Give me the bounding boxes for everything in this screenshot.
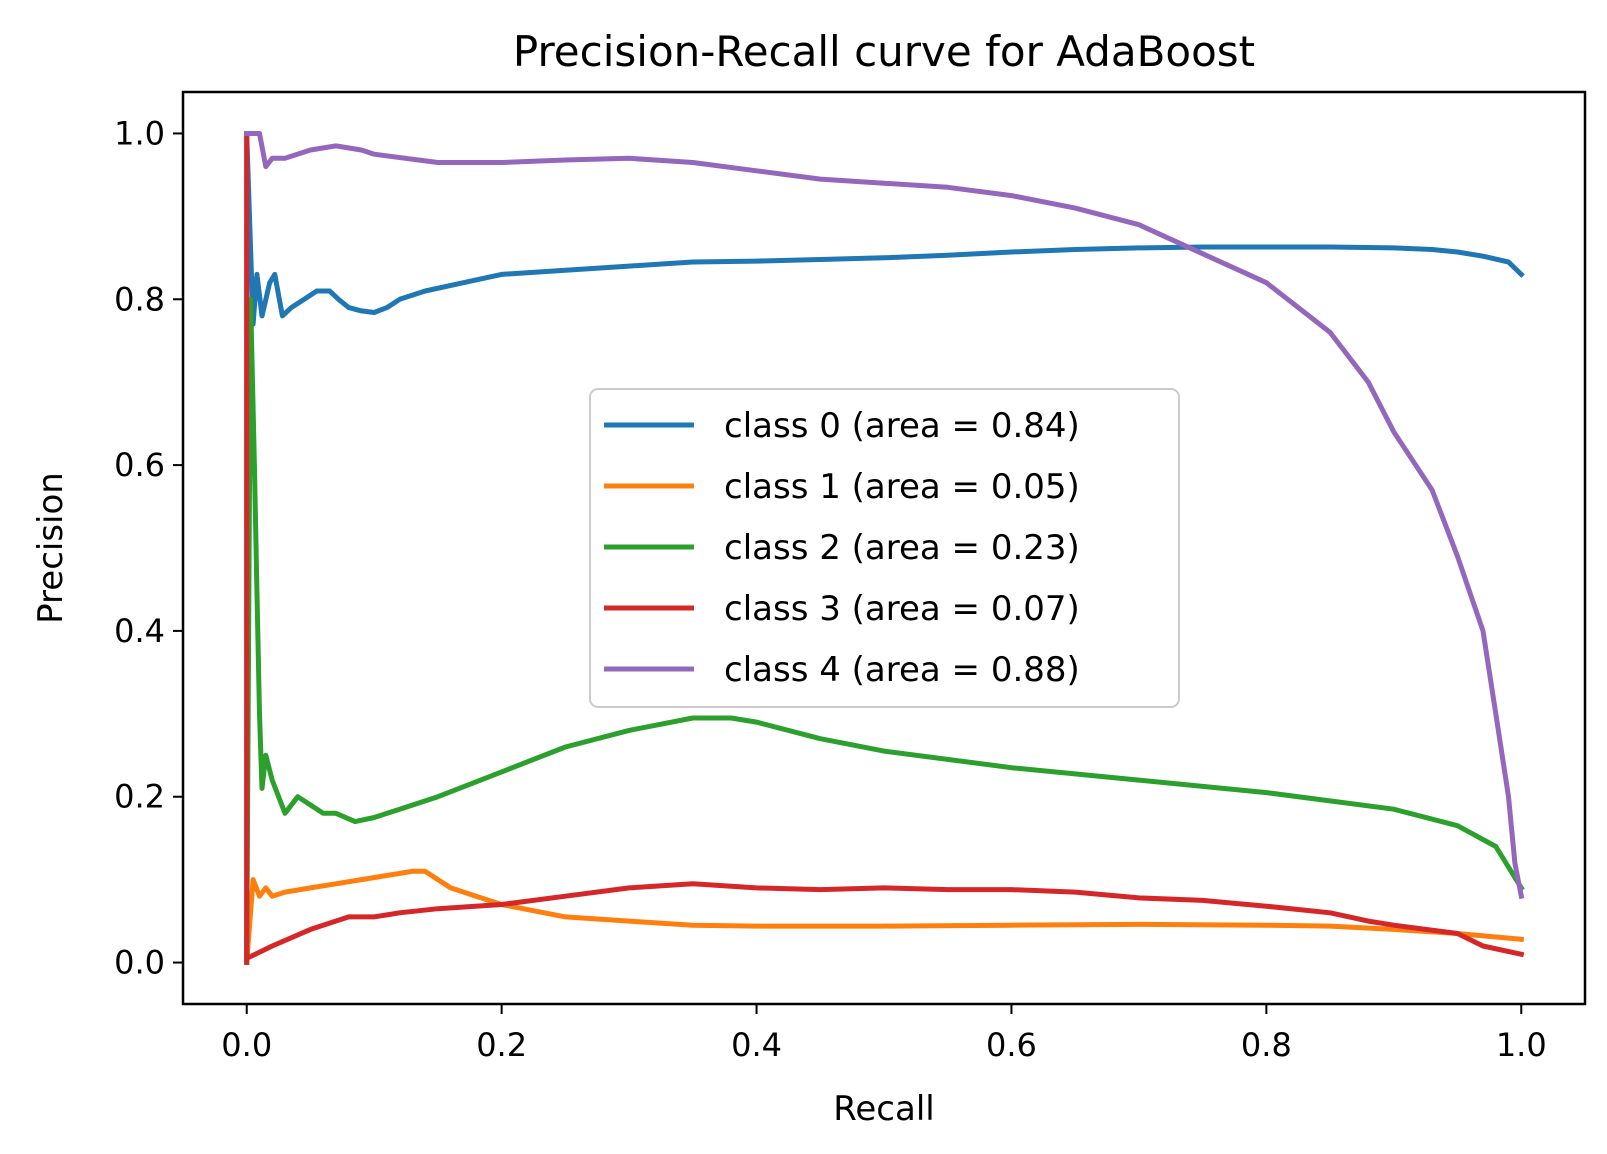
- y-tick-label: 0.4: [114, 612, 165, 650]
- x-tick-label: 1.0: [1496, 1026, 1547, 1064]
- axes-frame: [181, 90, 1587, 1006]
- series-line-class-4: [244, 131, 1525, 900]
- plot-area: [244, 131, 1525, 966]
- legend-label-class-3: class 3 (area = 0.07): [724, 589, 1080, 629]
- series-line-class-1: [244, 868, 1525, 966]
- x-tick-label: 0.0: [221, 1026, 272, 1064]
- series-line-class-2: [244, 296, 1525, 966]
- y-tick-label: 0.6: [114, 446, 165, 484]
- chart-title: Precision-Recall curve for AdaBoost: [513, 27, 1255, 76]
- series-line-class-0: [244, 131, 1525, 965]
- x-tick-label: 0.8: [1241, 1026, 1292, 1064]
- legend-label-class-0: class 0 (area = 0.84): [724, 406, 1080, 446]
- y-axis-label: Precision: [31, 472, 71, 624]
- legend-label-class-2: class 2 (area = 0.23): [724, 528, 1080, 568]
- legend: class 0 (area = 0.84) class 1 (area = 0.0…: [589, 388, 1180, 708]
- legend-box: [589, 388, 1180, 708]
- y-tick-label: 0.2: [114, 778, 165, 816]
- x-tick-label: 0.6: [986, 1026, 1037, 1064]
- y-tick-label: 1.0: [114, 114, 165, 152]
- x-axis: 0.0 0.2 0.4 0.6 0.8 1.0: [221, 1004, 1547, 1064]
- legend-label-class-4: class 4 (area = 0.88): [724, 650, 1080, 690]
- y-tick-label: 0.8: [114, 280, 165, 318]
- series-line-class-3: [244, 131, 1525, 965]
- x-tick-label: 0.4: [731, 1026, 782, 1064]
- y-axis: 0.0 0.2 0.4 0.6 0.8 1.0: [114, 114, 183, 982]
- x-tick-label: 0.2: [476, 1026, 527, 1064]
- x-axis-label: Recall: [833, 1089, 934, 1129]
- legend-label-class-1: class 1 (area = 0.05): [724, 467, 1080, 507]
- y-tick-label: 0.0: [114, 944, 165, 982]
